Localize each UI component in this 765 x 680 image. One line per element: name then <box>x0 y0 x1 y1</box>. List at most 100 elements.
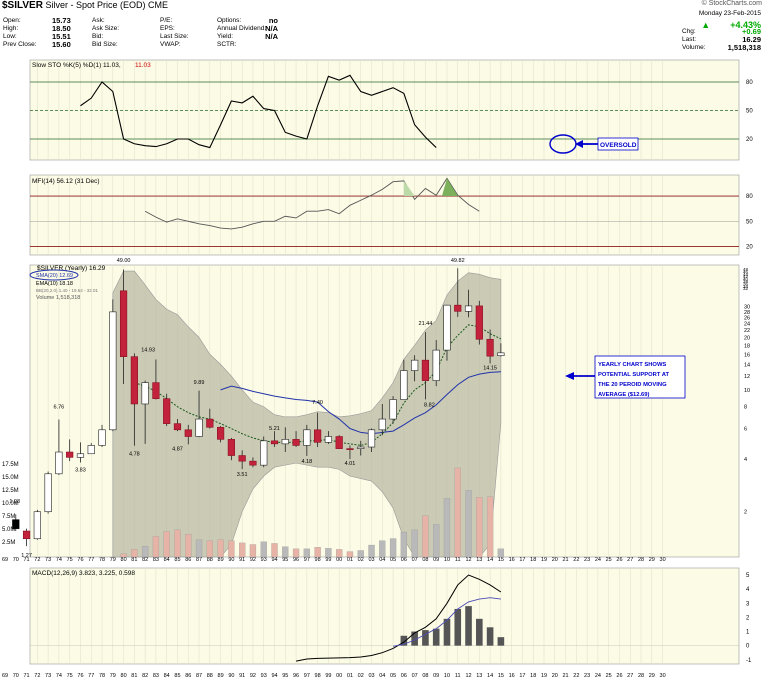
price-label: 14.93 <box>141 347 155 353</box>
x-tick-label: 73 <box>45 673 51 679</box>
price-label: 3.51 <box>237 472 248 478</box>
volume-bar <box>400 531 408 558</box>
price-label: 49.82 <box>451 258 465 264</box>
volume-bar <box>336 549 343 558</box>
x-tick-label: 81 <box>131 557 137 563</box>
sto-label-value: 11.03 <box>135 62 151 69</box>
price-label: 7.40 <box>312 400 323 406</box>
panel-macd <box>29 567 740 665</box>
quote-field-label: Prev Close: <box>3 41 37 48</box>
x-tick-label: 90 <box>228 673 234 679</box>
price-tick-label: 34 <box>743 284 749 289</box>
quote-field-label: Bid: <box>92 33 104 40</box>
candle-body <box>303 429 311 446</box>
candle-body <box>119 290 128 357</box>
price-tick-label: 28 <box>744 310 750 316</box>
x-tick-label: 14 <box>487 673 493 679</box>
x-tick-label: 85 <box>174 673 180 679</box>
volume-bar <box>303 548 310 558</box>
quote-field-value: N/A <box>265 24 278 33</box>
macd-histogram-bar <box>497 637 505 646</box>
quote-field-label: Ask: <box>92 17 105 24</box>
up-arrow-icon: ▲ <box>701 20 711 30</box>
x-tick-label: 91 <box>239 673 245 679</box>
macd-histogram-bar <box>432 628 440 646</box>
x-tick-label: 27 <box>627 557 633 563</box>
x-tick-label: 69 <box>2 557 8 563</box>
price-label: 8.82 <box>424 403 435 409</box>
x-tick-label: 69 <box>2 673 8 679</box>
x-tick-label: 19 <box>541 673 547 679</box>
x-tick-label: 01 <box>347 673 353 679</box>
x-tick-label: 13 <box>476 673 482 679</box>
price-tick-label: 12 <box>744 374 750 380</box>
exchange: CME <box>148 0 168 10</box>
change-percent: ▲ +4.43% <box>701 20 761 30</box>
x-tick-label: 88 <box>207 673 213 679</box>
x-tick-label: 83 <box>153 673 159 679</box>
mfi-overbought-fill <box>403 180 415 197</box>
price-tick-label: 26 <box>744 315 750 321</box>
main-legend-title: $SILVER (Yearly) 16.29 <box>37 265 106 272</box>
price-tick-label: 4 <box>744 457 747 463</box>
macd-tick-label: 4 <box>746 587 750 593</box>
price-label: 14.15 <box>483 365 497 371</box>
quote-field-value: 15.73 <box>52 16 71 25</box>
candle-body <box>238 455 246 462</box>
bb-legend: BB(20,2.0) 1.40 - 19.64 - 32.01 <box>36 288 99 293</box>
x-tick-label: 82 <box>142 557 148 563</box>
candle-body <box>400 370 408 400</box>
x-tick-label: 76 <box>77 673 83 679</box>
volume-tick-label: 17.5M <box>2 462 19 468</box>
candle-body <box>497 352 505 356</box>
x-tick-label: 12 <box>465 673 471 679</box>
x-tick-label: 22 <box>573 673 579 679</box>
volume-bar <box>271 543 278 558</box>
volume-bar <box>486 496 494 558</box>
candle-body <box>141 382 149 405</box>
price-tick-label: 8 <box>744 405 747 411</box>
x-tick-label: 97 <box>304 673 310 679</box>
x-tick-label: 10 <box>444 673 450 679</box>
price-tick-label: 16 <box>744 352 750 358</box>
x-tick-label: 13 <box>476 557 482 563</box>
x-tick-label: 16 <box>509 673 515 679</box>
x-tick-label: 79 <box>110 673 116 679</box>
quote-header: $SILVER Silver - Spot Price (EOD) CME © … <box>0 0 765 58</box>
volume-bar <box>325 548 332 558</box>
x-tick-label: 88 <box>207 557 213 563</box>
x-tick-label: 95 <box>282 557 288 563</box>
volume-bar <box>174 529 181 558</box>
x-tick-label: 27 <box>627 673 633 679</box>
x-tick-label: 83 <box>153 557 159 563</box>
support-arrow-icon <box>565 372 574 380</box>
price-tick-label: 18 <box>744 343 750 349</box>
x-tick-label: 21 <box>562 673 568 679</box>
x-tick-label: 23 <box>584 673 590 679</box>
price-tick-label: 48 <box>743 267 749 272</box>
price-tick-label: 36 <box>743 281 749 286</box>
x-tick-label: 89 <box>218 673 224 679</box>
x-tick-label: 09 <box>433 557 439 563</box>
volume-bar <box>433 524 440 558</box>
support-annotation-line: POTENTIAL SUPPORT AT <box>598 372 670 378</box>
x-tick-label: 75 <box>67 673 73 679</box>
x-tick-label: 26 <box>616 557 622 563</box>
x-tick-label: 12 <box>465 557 471 563</box>
candle-body <box>195 418 203 437</box>
price-label: 4.18 <box>301 459 312 465</box>
x-tick-label: 70 <box>13 673 19 679</box>
candle-body <box>324 436 333 443</box>
sma-line <box>220 371 501 435</box>
x-tick-label: 06 <box>401 673 407 679</box>
quote-field-value: 16.29 <box>742 35 761 44</box>
x-tick-label: 81 <box>131 673 137 679</box>
macd-histogram-bar <box>400 635 408 646</box>
oversold-arrow-icon <box>575 140 583 148</box>
price-tick-label: 6 <box>744 427 747 433</box>
sto-tick-label: 20 <box>746 137 753 143</box>
macd-histogram-bar <box>443 618 451 646</box>
x-tick-label: 04 <box>379 557 385 563</box>
x-tick-label: 07 <box>412 673 418 679</box>
